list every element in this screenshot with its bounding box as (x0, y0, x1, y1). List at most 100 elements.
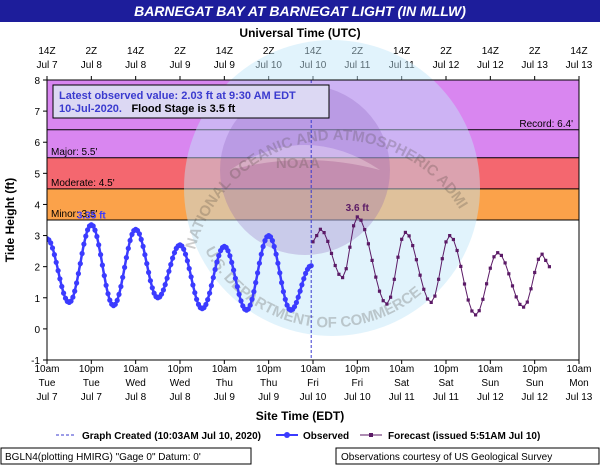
observed-point (101, 273, 107, 279)
bottom-tick-label: Wed (170, 378, 190, 389)
forecast-point (522, 305, 526, 309)
top-tick-label: Jul 13 (521, 60, 548, 71)
forecast-point (429, 300, 433, 304)
observed-point (125, 245, 131, 251)
observed-point (275, 260, 281, 266)
top-tick-label: 14Z (127, 46, 144, 57)
observed-point (229, 259, 235, 265)
observed-point (255, 270, 261, 276)
observed-point (94, 233, 100, 240)
observed-point (98, 252, 104, 258)
observed-point (118, 283, 124, 290)
top-tick-label: Jul 7 (36, 60, 58, 71)
observed-point (258, 251, 264, 257)
top-tick-label: 2Z (440, 46, 452, 57)
observed-point (70, 294, 76, 300)
bottom-tick-label: Sun (481, 378, 499, 389)
forecast-point (440, 257, 444, 261)
bottom-tick-label: Jul 12 (521, 392, 548, 403)
forecast-point (311, 240, 315, 244)
top-tick-label: Jul 9 (169, 60, 191, 71)
legend-forecast-marker (369, 433, 373, 437)
footer-right-text: Observations courtesy of US Geological S… (341, 452, 552, 463)
bottom-tick-label: Tue (83, 378, 100, 389)
forecast-point (374, 275, 378, 279)
bottom-tick-label: Jul 13 (566, 392, 593, 403)
forecast-point (514, 295, 518, 299)
observed-point (164, 275, 170, 281)
bottom-tick-label: Jul 10 (300, 392, 327, 403)
forecast-point (547, 265, 551, 269)
info-latest-value: Latest observed value: 2.03 ft at 9:30 A… (59, 90, 296, 102)
observed-point (170, 255, 176, 261)
forecast-point (510, 284, 515, 288)
observed-point (277, 270, 283, 276)
footer-left-text: BGLN4(plotting HMIRG) "Gage 0" Datum: 0' (5, 452, 201, 463)
bottom-axis-title: Site Time (EDT) (256, 409, 344, 423)
observed-point (171, 250, 178, 256)
observed-point (127, 237, 133, 244)
observed-point (79, 250, 85, 257)
forecast-point (540, 252, 544, 256)
legend-created-label: Graph Created (10:03AM Jul 10, 2020) (82, 431, 261, 442)
observed-point (225, 248, 231, 254)
observed-point (216, 253, 222, 259)
observed-point (231, 267, 237, 273)
bottom-tick-label: Jul 11 (389, 392, 415, 403)
bottom-tick-label: 10pm (522, 364, 547, 375)
legend-forecast-label: Forecast (issued 5:51AM Jul 10) (388, 431, 540, 442)
observed-point (57, 276, 63, 282)
bottom-tick-label: 10am (478, 364, 503, 375)
observed-point (146, 269, 152, 275)
forecast-point (492, 255, 496, 259)
forecast-point (396, 255, 400, 259)
observed-point (280, 289, 286, 295)
observed-point (51, 252, 58, 258)
top-tick-label: 2Z (529, 46, 541, 57)
forecast-point (477, 309, 481, 313)
observed-point (123, 255, 129, 261)
bottom-tick-label: 10am (212, 364, 237, 375)
observed-point (236, 291, 242, 297)
footer-right-box (335, 447, 600, 465)
observed-point (77, 261, 83, 267)
observed-point (144, 261, 150, 267)
forecast-point (466, 298, 470, 302)
top-tick-label: Jul 9 (214, 60, 236, 71)
observed-point (92, 227, 98, 233)
top-tick-label: 14Z (38, 46, 55, 57)
forecast-point (392, 277, 396, 281)
forecast-point (403, 230, 407, 234)
observed-point (269, 238, 275, 244)
observed-point (297, 288, 303, 294)
observed-point (49, 245, 56, 251)
top-tick-label: 2Z (85, 46, 97, 57)
y-tick-label: 1 (34, 294, 40, 305)
top-tick-label: Jul 12 (433, 60, 460, 71)
forecast-point (544, 258, 548, 262)
observed-point (273, 251, 279, 257)
observed-point (291, 304, 298, 310)
observed-point (234, 284, 240, 290)
observed-point (90, 223, 96, 229)
observed-point (142, 252, 148, 258)
minor-band (47, 188, 579, 220)
observed-point (105, 291, 111, 297)
forecast-point (381, 299, 385, 303)
forecast-point (470, 309, 474, 313)
top-tick-label: 2Z (351, 46, 363, 57)
info-flood-line: 10-Jul-2020. Flood Stage is 3.5 ft (59, 99, 236, 116)
observed-point (184, 258, 190, 264)
bottom-tick-label: Wed (125, 378, 145, 389)
forecast-point (322, 231, 326, 235)
observed-point (188, 274, 194, 280)
observed-point (122, 264, 128, 270)
observed-point (112, 301, 118, 307)
observed-point (182, 251, 189, 257)
forecast-point (359, 218, 363, 222)
y-tick-label: 6 (34, 138, 40, 149)
top-tick-label: Jul 10 (300, 60, 327, 71)
bottom-tick-label: Jul 7 (36, 392, 58, 403)
observed-point (149, 285, 155, 291)
forecast-point (370, 258, 374, 262)
